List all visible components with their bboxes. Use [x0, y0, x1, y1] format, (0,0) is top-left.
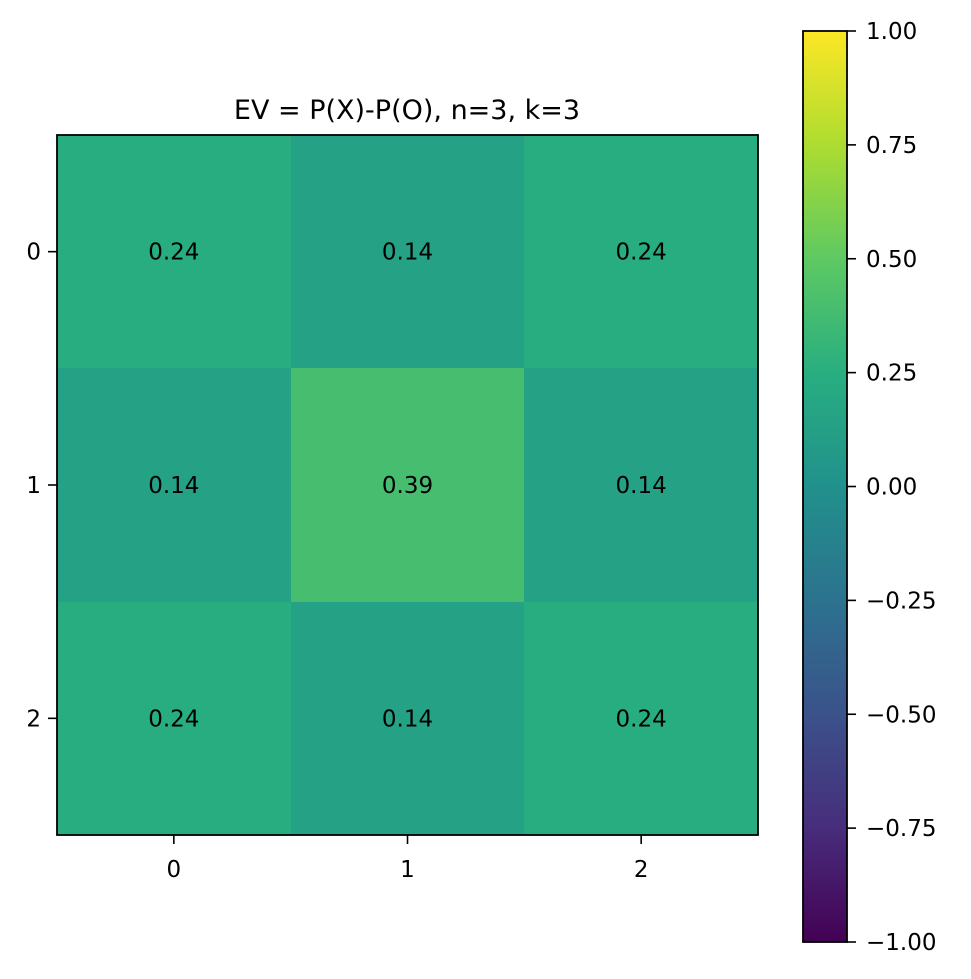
y-axis: 0 1 2	[26, 240, 57, 732]
cell-value-label-1-1: 0.39	[382, 473, 433, 499]
y-tick-label-1: 1	[26, 473, 41, 499]
colorbar-tick-label-7: −0.75	[866, 816, 936, 842]
y-tick-label-0: 0	[26, 240, 41, 266]
colorbar-tick-label-1: 0.75	[866, 133, 917, 159]
cell-value-label-2-0: 0.24	[148, 706, 199, 732]
heatmap-cells	[57, 135, 758, 835]
colorbar-tick-label-5: −0.25	[866, 588, 936, 614]
colorbar-tick-label-4: 0.00	[866, 475, 917, 501]
x-axis: 0 1 2	[167, 835, 649, 883]
cell-value-label-0-1: 0.14	[382, 240, 433, 266]
colorbar-tick-label-6: −0.50	[866, 702, 936, 728]
heatmap-cell-1-2	[524, 368, 758, 602]
colorbar-tick-label-0: 1.00	[866, 19, 917, 45]
heatmap-cell-labels: 0.24 0.14 0.24 0.14 0.39 0.14 0.24 0.14 0.24	[148, 240, 667, 733]
cell-value-label-2-1: 0.14	[382, 706, 433, 732]
heatmap-cell-0-1	[291, 135, 524, 368]
heatmap-cell-2-1	[291, 602, 524, 835]
colorbar-axis: 1.00 0.75 0.50 0.25 0.00 −0.25 −0.50 −0.75 −1.00	[847, 19, 936, 956]
cell-value-label-2-2: 0.24	[616, 706, 667, 732]
colorbar-tick-label-8: −1.00	[866, 930, 936, 956]
x-tick-label-1: 1	[400, 857, 415, 883]
colorbar	[802, 30, 848, 943]
colorbar-tick-label-3: 0.25	[866, 361, 917, 387]
cell-value-label-1-0: 0.14	[148, 473, 199, 499]
cell-value-label-0-2: 0.24	[616, 240, 667, 266]
heatmap-cell-1-1	[291, 368, 524, 602]
heatmap-cell-2-0	[57, 602, 291, 835]
colorbar-tick-label-2: 0.50	[866, 247, 917, 273]
heatmap-cell-1-0	[57, 368, 291, 602]
cell-value-label-1-2: 0.14	[616, 473, 667, 499]
x-tick-label-2: 2	[634, 857, 649, 883]
heatmap-cell-0-2	[524, 135, 758, 368]
y-tick-label-2: 2	[26, 706, 41, 732]
heatmap-cell-2-2	[524, 602, 758, 835]
heatmap-cell-0-0	[57, 135, 291, 368]
chart-title: EV = P(X)-P(O), n=3, k=3	[234, 95, 580, 126]
x-tick-label-0: 0	[167, 857, 182, 883]
cell-value-label-0-0: 0.24	[148, 240, 199, 266]
